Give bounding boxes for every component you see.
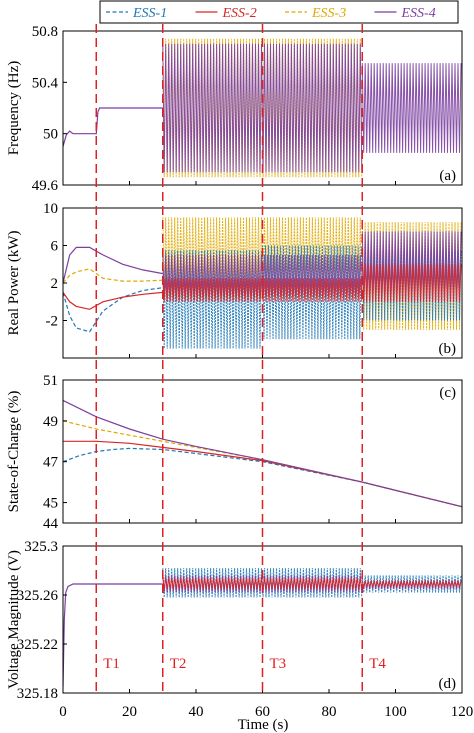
panel-tag: (c) xyxy=(439,385,456,401)
legend-box xyxy=(99,0,459,24)
series-line-ess-4 xyxy=(63,399,462,508)
y-tick-label: 325.18 xyxy=(17,686,58,702)
event-label-t1: T1 xyxy=(103,656,120,672)
series-line-ess-4 xyxy=(63,107,163,147)
y-axis-label: Real Power (kW) xyxy=(6,231,22,336)
x-tick-label: 100 xyxy=(384,704,407,720)
y-tick-label: 325.26 xyxy=(17,588,59,604)
x-tick-label: 20 xyxy=(122,704,137,720)
oscillation-band-ess-2 xyxy=(162,577,363,589)
series-line-ess-3 xyxy=(63,268,163,284)
y-tick-label: 50.8 xyxy=(32,24,58,40)
panel-3: 44 45 47 49 51 State-of-Charge (%) (c) xyxy=(6,373,463,532)
panel-tag: (d) xyxy=(439,676,457,692)
y-axis-label: Frequency (Hz) xyxy=(6,61,22,156)
y-tick-label: 44 xyxy=(43,516,59,532)
oscillation-band-ess-2 xyxy=(361,264,462,302)
x-tick-label: 120 xyxy=(451,704,474,720)
y-tick-label: 49 xyxy=(43,414,58,430)
x-axis: 0 20 40 60 80 100 120 Time (s) xyxy=(59,704,473,733)
oscillation-band-ess-2 xyxy=(361,579,462,589)
series-line-ess-1 xyxy=(63,287,163,333)
series-line-ess-4 xyxy=(63,583,163,687)
x-tick-label: 80 xyxy=(322,704,337,720)
series-line-ess-2 xyxy=(63,291,163,310)
y-tick-label: 45 xyxy=(43,496,58,512)
y-tick-label: 49.6 xyxy=(32,178,59,194)
y-axis-label: Voltage Magnitude (V) xyxy=(6,550,22,689)
legend-label-ess-3: ESS-3 xyxy=(311,6,346,21)
event-label-t3: T3 xyxy=(270,656,287,672)
y-tick-label: 325.3 xyxy=(24,539,58,555)
oscillation-band-ess-3 xyxy=(162,217,363,298)
y-tick-label: 50 xyxy=(43,127,58,143)
y-tick-label: 6 xyxy=(51,239,59,255)
chart-legend: ESS-1 ESS-2 ESS-3 ESS-4 xyxy=(99,0,459,24)
x-tick-label: 0 xyxy=(59,704,67,720)
y-tick-label: 10 xyxy=(43,201,58,217)
oscillation-band-ess-3 xyxy=(361,222,462,330)
legend-label-ess-4: ESS-4 xyxy=(401,6,436,21)
y-tick-label: 47 xyxy=(43,455,59,471)
series-line-ess-1 xyxy=(63,447,462,508)
y-tick-label: 2 xyxy=(51,276,59,292)
oscillation-band-ess-1 xyxy=(361,575,462,593)
event-label-t4: T4 xyxy=(369,656,386,672)
panel-4-plot xyxy=(63,568,462,687)
oscillation-band-ess-4 xyxy=(361,580,462,589)
oscillation-band-ess-1 xyxy=(162,250,262,349)
series-line-ess-4 xyxy=(63,246,163,284)
legend-label-ess-2: ESS-2 xyxy=(222,6,257,21)
panel-1: 49.6 50 50.4 50.8 Frequency (Hz) (a) xyxy=(6,24,463,194)
legend-label-ess-1: ESS-1 xyxy=(132,6,167,21)
event-label-t2: T2 xyxy=(170,656,187,672)
y-tick-label: -2 xyxy=(46,314,59,330)
oscillation-band-ess-1 xyxy=(361,250,462,321)
y-axis-label: State-of-Charge (%) xyxy=(6,391,22,513)
x-tick-label: 40 xyxy=(189,704,204,720)
chart-panels: 49.6 50 50.4 50.8 Frequency (Hz) (a) -2 2 6 10 Rea… xyxy=(6,24,463,702)
x-tick-label: 60 xyxy=(255,704,270,720)
panel-2: -2 2 6 10 Real Power (kW) (b) xyxy=(6,201,463,359)
panel-tag: (b) xyxy=(439,341,457,357)
y-tick-label: 50.4 xyxy=(32,75,59,91)
y-tick-label: 51 xyxy=(43,373,58,389)
y-tick-label: 325.22 xyxy=(17,637,58,653)
oscillation-band-ess-4 xyxy=(361,63,462,153)
x-axis-label: Time (s) xyxy=(238,717,289,733)
panel-tag: (a) xyxy=(439,168,456,184)
panel-3-plot xyxy=(63,399,462,508)
